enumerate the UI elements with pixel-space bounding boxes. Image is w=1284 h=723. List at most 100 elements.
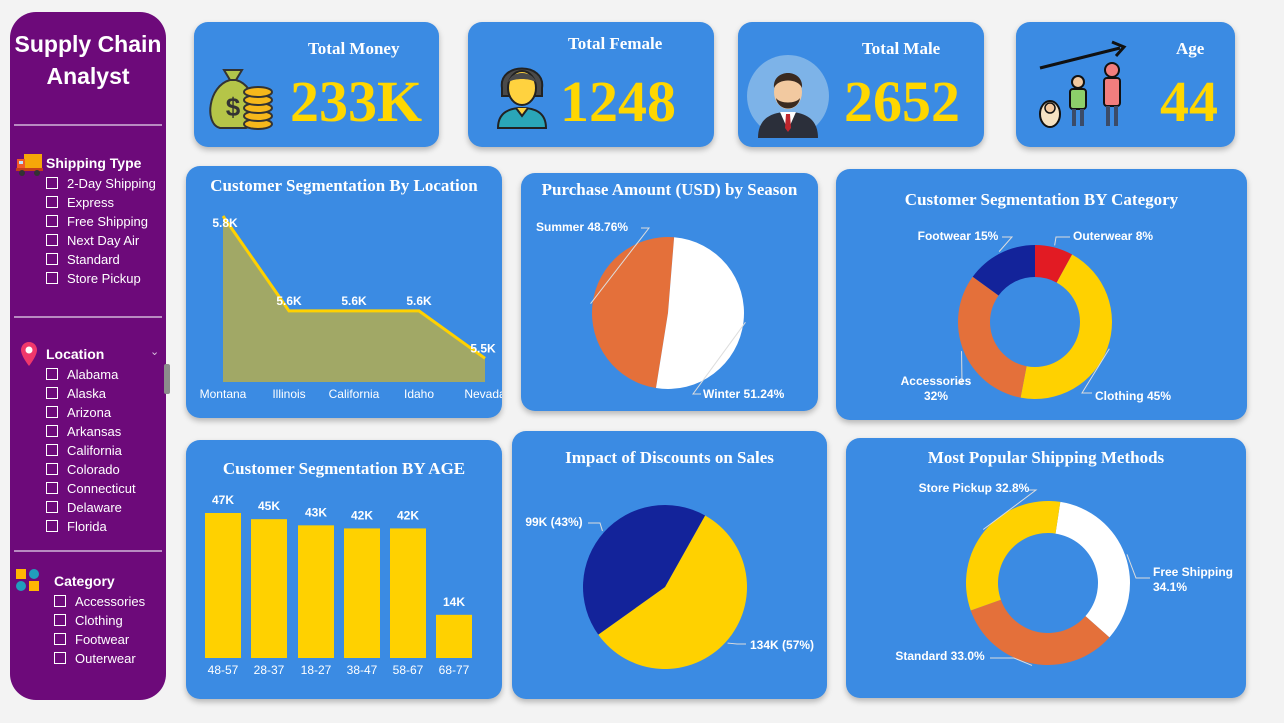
category-option[interactable]: Accessories — [54, 593, 145, 611]
category-filter-header[interactable]: Category — [54, 573, 115, 589]
location-option-label: Delaware — [67, 500, 122, 515]
discount-chart-card: Impact of Discounts on Sales 134K (57%) 9… — [512, 431, 827, 699]
bar[interactable] — [205, 513, 241, 658]
checkbox[interactable] — [46, 272, 58, 284]
kpi-value: 2652 — [844, 69, 960, 134]
shipping-chart-card: Most Popular Shipping Methods Free Shipp… — [846, 438, 1246, 698]
shipping-type-option-label: Next Day Air — [67, 233, 140, 248]
shipping-type-filter-header[interactable]: Shipping Type — [46, 155, 142, 171]
pie-slice[interactable] — [958, 276, 1027, 398]
checkbox[interactable] — [46, 425, 58, 437]
slice-label: Store Pickup 32.8% — [919, 481, 1030, 495]
shipping-type-option[interactable]: Free Shipping — [46, 213, 148, 231]
kpi-title: Total Female — [568, 34, 663, 53]
location-option[interactable]: Delaware — [46, 499, 122, 517]
checkbox[interactable] — [46, 501, 58, 513]
category-option[interactable]: Clothing — [54, 612, 123, 630]
pie-slice[interactable] — [970, 599, 1110, 665]
location-option[interactable]: Connecticut — [46, 480, 136, 498]
location-option[interactable]: California — [46, 442, 122, 460]
checkbox[interactable] — [46, 196, 58, 208]
chevron-down-icon[interactable]: ⌄ — [150, 346, 160, 358]
location-option[interactable]: Alabama — [46, 366, 118, 384]
bar[interactable] — [344, 528, 380, 658]
x-tick-label: Nevada — [464, 387, 502, 401]
bar[interactable] — [298, 525, 334, 658]
checkbox[interactable] — [46, 253, 58, 265]
pie-slice[interactable] — [972, 245, 1035, 296]
kpi-title: Total Money — [308, 39, 400, 58]
location-option[interactable]: Colorado — [46, 461, 120, 479]
truck-icon — [16, 152, 44, 183]
leader-line — [1054, 236, 1070, 246]
shipping-type-option[interactable]: 2-Day Shipping — [46, 175, 156, 193]
divider — [14, 316, 162, 318]
divider — [14, 550, 162, 552]
category-option[interactable]: Footwear — [54, 631, 129, 649]
checkbox[interactable] — [54, 595, 66, 607]
checkbox[interactable] — [46, 444, 58, 456]
sidebar-scrollbar[interactable] — [164, 364, 170, 394]
kpi-value: 1248 — [560, 69, 676, 134]
shipping-type-option-label: Store Pickup — [67, 271, 141, 286]
location-pin-icon — [21, 342, 37, 371]
bar-value-label: 42K — [397, 508, 419, 522]
checkbox[interactable] — [46, 482, 58, 494]
leader-line — [727, 642, 746, 645]
location-filter-header[interactable]: Location — [46, 346, 105, 362]
bar[interactable] — [251, 519, 287, 658]
location-option-label: Connecticut — [67, 481, 136, 496]
pie-slice[interactable] — [583, 505, 706, 635]
checkbox[interactable] — [54, 614, 66, 626]
shipping-type-option[interactable]: Store Pickup — [46, 270, 141, 288]
kpi-card-total-female: Total Female 1248 — [468, 22, 714, 147]
slice-label: Footwear 15% — [918, 229, 999, 243]
leader-line — [692, 322, 746, 395]
pie-slice[interactable] — [1055, 501, 1130, 638]
pie-slice[interactable] — [966, 501, 1061, 611]
location-chart-card: Customer Segmentation By Location 5.8K 5.… — [186, 166, 502, 418]
checkbox[interactable] — [54, 633, 66, 645]
category-option-label: Footwear — [75, 632, 130, 647]
slice-label: 134K (57%) — [750, 638, 814, 652]
bar[interactable] — [390, 528, 426, 658]
checkbox[interactable] — [46, 406, 58, 418]
slice-label: Outerwear 8% — [1073, 229, 1153, 243]
x-tick-label: 18-27 — [301, 663, 332, 677]
chart-title: Impact of Discounts on Sales — [565, 448, 774, 467]
shipping-type-option[interactable]: Standard — [46, 251, 120, 269]
shipping-type-option[interactable]: Express — [46, 194, 114, 212]
checkbox[interactable] — [54, 652, 66, 664]
category-grid-icon — [16, 569, 40, 596]
age-bar-chart: 47K 48-57 45K 28-37 43K 18-27 42K 38-47 42K 58-67… — [205, 493, 472, 677]
checkbox[interactable] — [46, 215, 58, 227]
category-option[interactable]: Outerwear — [54, 650, 136, 668]
slice-label: Accessories — [901, 374, 972, 388]
location-option[interactable]: Alaska — [46, 385, 106, 403]
checkbox[interactable] — [46, 387, 58, 399]
pie-slice[interactable] — [1020, 254, 1112, 399]
leader-line — [982, 489, 1038, 530]
location-option[interactable]: Florida — [46, 518, 107, 536]
shipping-type-option-label: Free Shipping — [67, 214, 148, 229]
x-tick-label: 58-67 — [393, 663, 424, 677]
location-option[interactable]: Arkansas — [46, 423, 121, 441]
checkbox[interactable] — [46, 368, 58, 380]
bar-value-label: 47K — [212, 493, 234, 507]
x-tick-label: California — [329, 387, 380, 401]
shipping-type-option[interactable]: Next Day Air — [46, 232, 139, 250]
chevron-down-icon[interactable]: ⌄ — [164, 154, 166, 167]
checkbox[interactable] — [46, 177, 58, 189]
leader-line — [1126, 554, 1150, 579]
slice-label: Standard 33.0% — [895, 649, 985, 663]
slice-label: 34.1% — [1153, 580, 1187, 594]
pie-slice[interactable] — [1035, 245, 1073, 283]
checkbox[interactable] — [46, 234, 58, 246]
bar[interactable] — [436, 614, 472, 658]
pie-slice[interactable] — [598, 515, 747, 669]
checkbox[interactable] — [46, 520, 58, 532]
checkbox[interactable] — [46, 463, 58, 475]
location-option[interactable]: Arizona — [46, 404, 111, 422]
pie-slice[interactable] — [655, 237, 744, 389]
